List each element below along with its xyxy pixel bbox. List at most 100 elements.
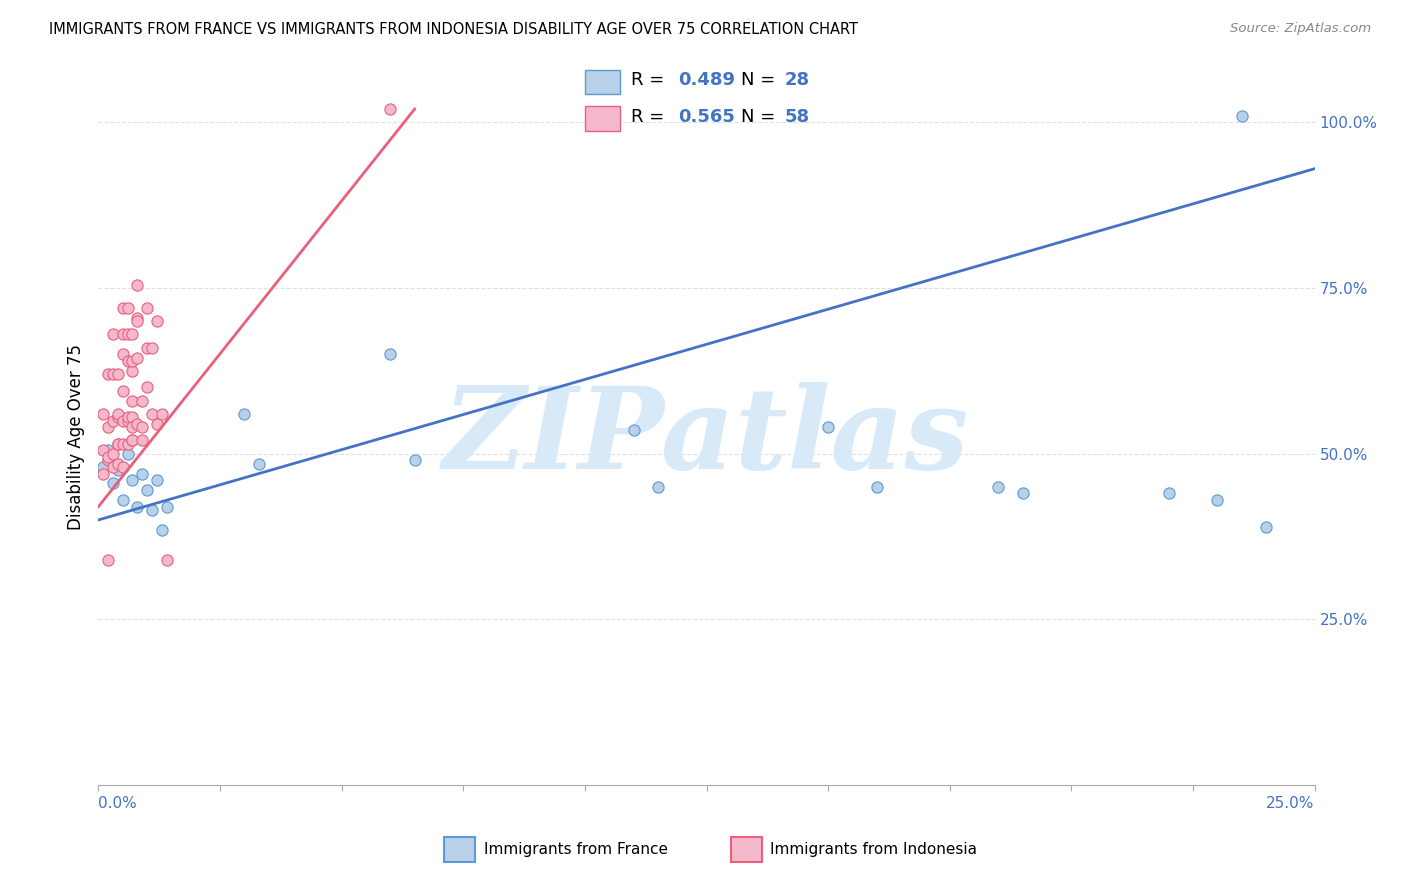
Text: 0.565: 0.565 xyxy=(678,108,735,126)
Point xyxy=(117,413,139,427)
Point xyxy=(107,436,129,450)
Text: Immigrants from Indonesia: Immigrants from Indonesia xyxy=(770,842,977,856)
Bar xyxy=(585,70,620,95)
Point xyxy=(97,552,120,566)
Point xyxy=(121,393,143,408)
Point xyxy=(121,354,143,368)
Point xyxy=(111,436,134,450)
Point xyxy=(117,354,139,368)
Point xyxy=(91,467,114,481)
Point xyxy=(91,443,114,458)
Point xyxy=(1230,109,1253,123)
Text: Source: ZipAtlas.com: Source: ZipAtlas.com xyxy=(1230,22,1371,36)
Point xyxy=(101,459,124,474)
Point xyxy=(91,459,114,474)
Point xyxy=(233,407,256,421)
Point xyxy=(127,417,149,431)
Point xyxy=(131,420,153,434)
Point xyxy=(91,407,114,421)
Text: R =: R = xyxy=(631,108,671,126)
Point xyxy=(101,413,124,427)
Point xyxy=(817,420,839,434)
Point xyxy=(121,364,143,378)
Bar xyxy=(585,106,620,130)
Point xyxy=(146,417,169,431)
Point xyxy=(247,457,270,471)
Point xyxy=(136,341,159,355)
Point xyxy=(623,424,645,438)
Bar xyxy=(444,837,475,862)
Text: 0.0%: 0.0% xyxy=(98,796,138,811)
Point xyxy=(131,393,153,408)
Point xyxy=(117,410,139,425)
Point xyxy=(150,407,173,421)
Point xyxy=(155,500,177,514)
Point xyxy=(131,467,153,481)
Text: ZIPatlas: ZIPatlas xyxy=(443,382,970,492)
Point xyxy=(1254,519,1277,533)
Point xyxy=(121,434,143,448)
Point xyxy=(117,301,139,315)
Point xyxy=(150,523,173,537)
Point xyxy=(111,384,134,398)
Text: 0.489: 0.489 xyxy=(678,70,735,89)
Point xyxy=(107,436,129,450)
Point xyxy=(987,480,1010,494)
Point xyxy=(117,327,139,342)
Point xyxy=(111,459,134,474)
Point xyxy=(127,314,149,328)
Point xyxy=(101,367,124,381)
Point xyxy=(107,367,129,381)
Point xyxy=(380,347,402,361)
Point xyxy=(107,457,129,471)
Point xyxy=(97,450,120,464)
Point xyxy=(121,420,143,434)
Point xyxy=(127,351,149,365)
Text: IMMIGRANTS FROM FRANCE VS IMMIGRANTS FROM INDONESIA DISABILITY AGE OVER 75 CORRE: IMMIGRANTS FROM FRANCE VS IMMIGRANTS FRO… xyxy=(49,22,858,37)
Text: 25.0%: 25.0% xyxy=(1267,796,1315,811)
Bar xyxy=(731,837,762,862)
Text: Immigrants from France: Immigrants from France xyxy=(484,842,668,856)
Point xyxy=(101,447,124,461)
Point xyxy=(97,367,120,381)
Point xyxy=(1011,486,1033,500)
Text: R =: R = xyxy=(631,70,671,89)
Point xyxy=(136,483,159,497)
Text: 28: 28 xyxy=(785,70,810,89)
Point xyxy=(131,434,153,448)
Point xyxy=(97,420,120,434)
Point xyxy=(127,277,149,292)
Point xyxy=(866,480,889,494)
Point xyxy=(155,552,177,566)
Point xyxy=(146,473,169,487)
Point xyxy=(121,473,143,487)
Point xyxy=(117,436,139,450)
Point xyxy=(141,407,163,421)
Point xyxy=(111,327,134,342)
Point xyxy=(127,500,149,514)
Point xyxy=(1157,486,1180,500)
Point xyxy=(146,314,169,328)
Point xyxy=(107,407,129,421)
Point xyxy=(121,434,143,448)
Point xyxy=(97,453,120,467)
Point xyxy=(404,453,426,467)
Point xyxy=(111,413,134,427)
Point xyxy=(1206,493,1229,508)
Point xyxy=(121,327,143,342)
Point xyxy=(136,301,159,315)
Point xyxy=(97,443,120,458)
Point xyxy=(141,503,163,517)
Point xyxy=(380,102,402,116)
Point xyxy=(107,463,129,477)
Point xyxy=(127,310,149,325)
Point xyxy=(111,301,134,315)
Point xyxy=(136,380,159,394)
Y-axis label: Disability Age Over 75: Disability Age Over 75 xyxy=(66,344,84,530)
Text: N =: N = xyxy=(741,108,780,126)
Point xyxy=(101,476,124,491)
Text: N =: N = xyxy=(741,70,780,89)
Point xyxy=(107,410,129,425)
Point xyxy=(121,410,143,425)
Point xyxy=(117,447,139,461)
